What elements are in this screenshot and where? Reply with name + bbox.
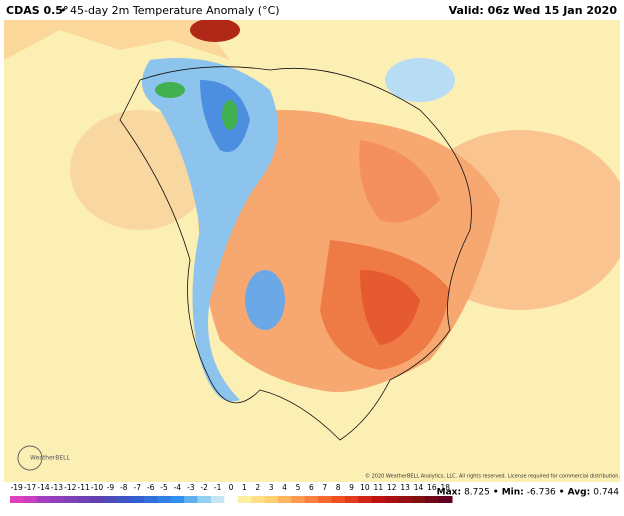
colorbar-swatch	[385, 496, 399, 503]
colorbar-tick-label: 14	[414, 483, 424, 492]
colorbar-swatch	[130, 496, 145, 503]
colorbar-tick-label: 13	[400, 483, 410, 492]
colorbar-tick-label: -13	[51, 483, 63, 492]
colorbar-swatch	[318, 496, 332, 503]
colorbar-tick-label: -2	[200, 483, 208, 492]
colorbar-tick-label: 10	[360, 483, 370, 492]
colorbar-swatch	[50, 496, 65, 503]
colorbar-swatch	[143, 496, 158, 503]
colorbar-tick-label: -3	[187, 483, 195, 492]
anomaly-field	[70, 110, 210, 230]
colorbar-swatch	[358, 496, 373, 503]
colorbar-swatch	[10, 496, 24, 503]
colorbar-swatch	[237, 496, 252, 503]
map-title: • 45-day 2m Temperature Anomaly (°C)	[60, 4, 280, 17]
colorbar-swatch	[210, 496, 225, 503]
anomaly-field	[359, 140, 440, 223]
colorbar-tick-label: -8	[120, 483, 128, 492]
colorbar-tick-label: 5	[296, 483, 301, 492]
avg-label: • Avg:	[559, 488, 590, 498]
colorbar-tick-label: -14	[37, 483, 49, 492]
map: © 2020 WeatherBELL Analytics, LLC. All r…	[4, 20, 620, 482]
colorbar-tick-label: -10	[91, 483, 103, 492]
valid-time: Valid: 06z Wed 15 Jan 2020	[449, 4, 618, 17]
colorbar-swatch	[264, 496, 279, 503]
logo-globe	[17, 445, 43, 471]
colorbar-tick-label: -7	[134, 483, 142, 492]
colorbar-tick-label: -6	[147, 483, 155, 492]
colorbar-swatch	[331, 496, 346, 503]
anomaly-field	[385, 58, 455, 102]
avg-value: 0.744	[593, 488, 619, 498]
anomaly-field	[142, 58, 278, 402]
colorbar-tick-label: 16	[427, 483, 437, 492]
colorbar-tick-label: -5	[160, 483, 168, 492]
colorbar-swatch	[344, 496, 359, 503]
colorbar-swatch	[398, 496, 413, 503]
colorbar-swatch	[157, 496, 172, 503]
colorbar-tick-label: 7	[322, 483, 327, 492]
stats: Max: 8.725 • Min: -6.736 • Avg: 0.744	[437, 488, 620, 498]
max-value: 8.725	[464, 488, 490, 498]
colorbar-tick-label: -11	[78, 483, 90, 492]
colorbar-tick-label: 0	[229, 483, 234, 492]
coastline	[119, 66, 472, 441]
colorbar-tick-label: -19	[11, 483, 23, 492]
colorbar-tick-label: 9	[349, 483, 354, 492]
colorbar-swatch	[197, 496, 212, 503]
anomaly-field	[245, 270, 285, 330]
colorbar-tick-label: 6	[309, 483, 314, 492]
colorbar-tick-label: 11	[374, 483, 384, 492]
colorbar-tick-label: 8	[336, 483, 341, 492]
colorbar-swatch	[277, 496, 292, 503]
colorbar-swatch	[304, 496, 319, 503]
anomaly-field	[360, 270, 420, 345]
anomaly-field	[4, 20, 230, 60]
colorbar-tick-label: 1	[242, 483, 247, 492]
colorbar-swatch	[425, 496, 440, 503]
colorbar-tick-label: -12	[64, 483, 76, 492]
colorbar-tick-label: 4	[282, 483, 287, 492]
colorbar-swatch	[63, 496, 78, 503]
colorbar-swatch	[251, 496, 265, 503]
colorbar-swatch	[184, 496, 199, 503]
colorbar-swatch	[291, 496, 306, 503]
copyright: © 2020 WeatherBELL Analytics, LLC. All r…	[365, 473, 620, 480]
colorbar-tick-label: -1	[214, 483, 222, 492]
anomaly-field	[190, 20, 240, 42]
colorbar-swatch	[103, 496, 118, 503]
colorbar-swatch	[371, 496, 386, 503]
colorbar-swatch	[438, 496, 453, 503]
colorbar-tick-label: 3	[269, 483, 274, 492]
colorbar-tick-label: 12	[387, 483, 397, 492]
colorbar-tick-label: -17	[24, 483, 36, 492]
max-label: Max:	[437, 488, 461, 498]
model-name: CDAS 0.5°	[6, 4, 68, 17]
colorbar-swatch	[90, 496, 105, 503]
min-label: • Min:	[493, 488, 524, 498]
colorbar-tick-label: -4	[174, 483, 182, 492]
colorbar-swatch	[117, 496, 132, 503]
anomaly-field	[155, 82, 185, 98]
colorbar-swatch	[23, 496, 38, 503]
anomaly-field	[222, 100, 238, 130]
colorbar-swatch	[170, 496, 185, 503]
colorbar-tick-label: 18	[441, 483, 451, 492]
colorbar-swatch	[76, 496, 91, 503]
colorbar-swatch	[36, 496, 51, 503]
min-value: -6.736	[527, 488, 556, 498]
colorbar-tick-label: 2	[255, 483, 260, 492]
colorbar: -19 -17 -14 -13 -12 -11 -10 -9 -8 -7 -6 -5 -4 -3 -2 -1 0…	[10, 483, 453, 503]
colorbar-swatch	[411, 496, 426, 503]
logo: WeatherBELL	[30, 455, 71, 462]
colorbar-tick-label: -9	[107, 483, 115, 492]
colorbar-swatch	[224, 496, 239, 503]
